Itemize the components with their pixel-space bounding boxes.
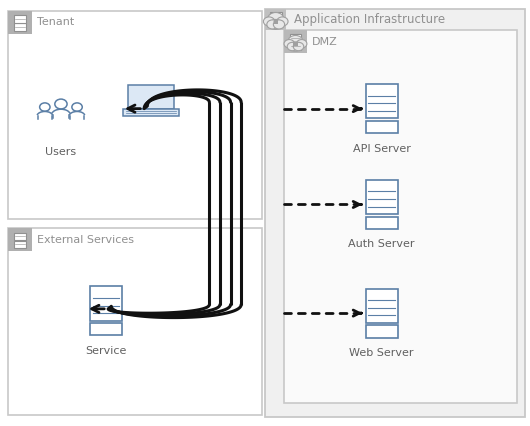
Bar [8,11,32,34]
Circle shape [277,17,288,26]
Circle shape [284,40,295,48]
Circle shape [273,20,285,29]
Circle shape [269,20,282,29]
Bar [366,180,398,214]
Text: Web Server: Web Server [349,348,414,358]
Circle shape [293,42,304,51]
Bar [284,30,307,53]
Bar [273,20,278,24]
Text: Application Infrastructure: Application Infrastructure [294,12,445,26]
Text: Users: Users [46,147,76,157]
Bar [289,35,301,42]
Bar [90,287,122,321]
Text: Auth Server: Auth Server [348,239,415,249]
Circle shape [267,20,278,29]
Circle shape [263,17,275,26]
Text: External Services: External Services [37,235,134,245]
Bar [14,241,25,248]
Bar [289,43,301,50]
Bar [8,228,262,415]
Bar [128,85,174,109]
Circle shape [296,40,307,48]
Bar [8,11,262,219]
Bar [14,15,25,23]
Bar [270,12,281,19]
Bar [294,43,297,46]
Bar [366,217,398,229]
Bar [265,9,525,417]
Bar [366,289,398,323]
Circle shape [290,42,301,51]
Bar [90,323,122,336]
Bar [366,325,398,337]
Text: Service: Service [85,346,127,356]
Bar [366,121,398,133]
Bar [123,109,179,116]
Bar [14,233,25,240]
Bar [284,30,517,403]
Circle shape [268,12,284,26]
Bar [265,9,286,30]
Text: DMZ: DMZ [312,37,338,46]
Text: Tenant: Tenant [37,17,74,27]
Bar [14,23,25,31]
Circle shape [287,42,298,51]
Bar [8,228,32,251]
Circle shape [288,35,303,48]
Bar [366,84,398,118]
Bar [270,20,281,27]
Text: API Server: API Server [352,144,411,153]
